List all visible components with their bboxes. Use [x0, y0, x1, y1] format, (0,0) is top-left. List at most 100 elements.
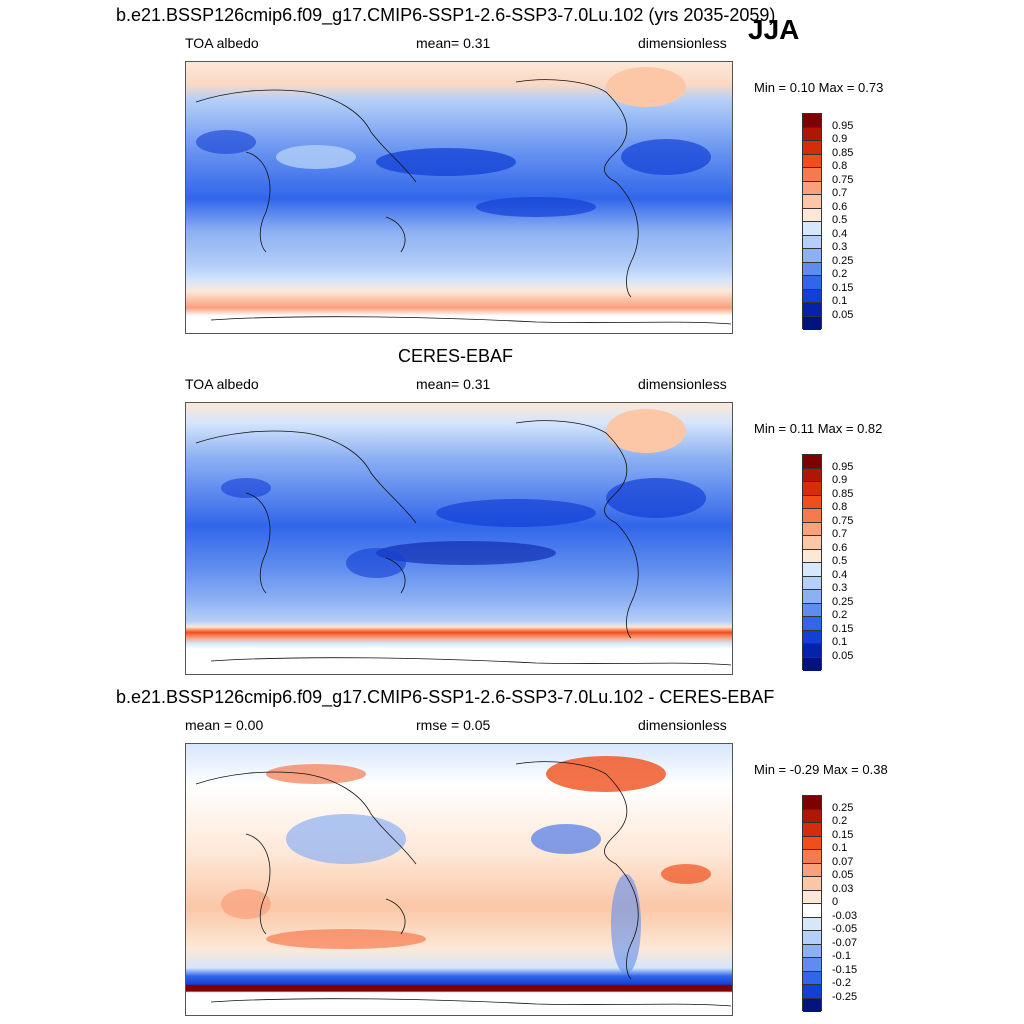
panel2-units-label: dimensionless: [638, 376, 727, 392]
colorbar-tick-label: 0.4: [832, 227, 848, 240]
colorbar-swatch: [803, 576, 821, 590]
colorbar-swatch: [803, 590, 821, 604]
colorbar-tick-label: 0.03: [832, 882, 854, 895]
colorbar-swatch: [803, 195, 821, 209]
colorbar-swatch: [803, 235, 821, 249]
colorbar-tick-label: 0.15: [832, 828, 854, 841]
panel3-mean-label: mean = 0.00: [185, 717, 264, 733]
colorbar-swatch: [803, 904, 821, 918]
colorbar-swatch: [803, 603, 821, 617]
colorbar-tick-label: 0.85: [832, 146, 854, 159]
colorbar-tick-label: 0.1: [832, 295, 848, 307]
colorbar-swatch: [803, 917, 821, 931]
colorbar-tick-label: 0.7: [832, 187, 848, 199]
colorbar-tick-label: 0.5: [832, 214, 848, 226]
colorbar-tick-label: -0.15: [832, 963, 858, 976]
colorbar-tick-label: 0.25: [832, 595, 854, 608]
panel2-map: [185, 402, 733, 675]
colorbar-swatch: [803, 850, 821, 864]
colorbar-swatch: [803, 114, 821, 128]
colorbar-swatch: [803, 890, 821, 904]
panel2-colorbar: [802, 454, 822, 671]
colorbar-swatch: [803, 877, 821, 891]
colorbar-tick-label: -0.07: [832, 936, 858, 949]
colorbar-swatch: [803, 630, 821, 644]
colorbar-swatch: [803, 563, 821, 577]
colorbar-swatch: [803, 316, 821, 330]
colorbar-tick-label: 0.05: [832, 308, 854, 321]
colorbar-swatch: [803, 262, 821, 276]
colorbar-swatch: [803, 249, 821, 263]
colorbar-swatch: [803, 303, 821, 317]
colorbar-swatch: [803, 536, 821, 550]
colorbar-tick-label: 0.25: [832, 254, 854, 267]
colorbar-tick-label: 0.85: [832, 487, 854, 500]
colorbar-tick-label: 0.2: [832, 815, 848, 827]
colorbar-swatch: [803, 809, 821, 823]
colorbar-swatch: [803, 644, 821, 658]
colorbar-swatch: [803, 168, 821, 182]
panel1-mean-label: mean= 0.31: [416, 35, 491, 51]
colorbar-tick-label: -0.2: [832, 977, 851, 989]
colorbar-tick-label: 0.8: [832, 501, 848, 513]
colorbar-tick-label: -0.1: [832, 950, 851, 962]
colorbar-tick-label: 0.05: [832, 869, 854, 881]
colorbar-swatch: [803, 836, 821, 850]
colorbar-swatch: [803, 455, 821, 469]
colorbar-tick-label: 0.2: [832, 268, 848, 280]
colorbar-tick-label: 0.75: [832, 173, 854, 186]
colorbar-tick-label: 0.3: [832, 582, 848, 594]
colorbar-tick-label: -0.25: [832, 990, 858, 1003]
panel3-colorbar: [802, 795, 822, 1012]
colorbar-swatch: [803, 796, 821, 810]
colorbar-tick-label: 0.75: [832, 514, 854, 527]
colorbar-swatch: [803, 931, 821, 945]
colorbar-swatch: [803, 958, 821, 972]
colorbar-tick-label: 0.15: [832, 281, 854, 294]
colorbar-tick-label: 0.07: [832, 855, 854, 868]
colorbar-swatch: [803, 944, 821, 958]
colorbar-swatch: [803, 482, 821, 496]
colorbar-tick-label: 0.6: [832, 541, 848, 554]
colorbar-swatch: [803, 495, 821, 509]
panel1-units-label: dimensionless: [638, 35, 727, 51]
colorbar-tick-label: 0.1: [832, 842, 848, 854]
panel1-colorbar-labels: 0.95 0.9 0.85 0.8 0.75 0.7 0.6 0.5 0.4 0.3 0.25 0.2…: [832, 113, 892, 329]
colorbar-swatch: [803, 127, 821, 141]
colorbar-swatch: [803, 985, 821, 999]
colorbar-swatch: [803, 208, 821, 222]
colorbar-tick-label: 0.8: [832, 160, 848, 172]
panel1-map: [185, 61, 733, 334]
colorbar-tick-label: 0.9: [832, 474, 848, 486]
panel1-minmax: Min = 0.10 Max = 0.73: [754, 80, 884, 95]
colorbar-tick-label: 0.1: [832, 636, 848, 648]
panel3-map: [185, 743, 733, 1016]
panel2-variable-label: TOA albedo: [185, 376, 259, 392]
colorbar-tick-label: 0.15: [832, 622, 854, 635]
colorbar-tick-label: 0.2: [832, 609, 848, 621]
colorbar-tick-label: 0.6: [832, 200, 848, 213]
colorbar-swatch: [803, 823, 821, 837]
panel2-minmax: Min = 0.11 Max = 0.82: [754, 421, 883, 436]
colorbar-swatch: [803, 863, 821, 877]
colorbar-tick-label: 0.95: [832, 119, 854, 132]
panel2-title: CERES-EBAF: [398, 346, 514, 366]
season-label: JJA: [748, 14, 800, 45]
colorbar-swatch: [803, 222, 821, 236]
panel3-rmse-label: rmse = 0.05: [416, 717, 491, 733]
panel3-colorbar-labels: 0.25 0.2 0.15 0.1 0.07 0.05 0.03 0 -0.03 -0.05 -0.…: [832, 795, 892, 1011]
colorbar-swatch: [803, 509, 821, 523]
colorbar-swatch: [803, 998, 821, 1012]
colorbar-tick-label: 0: [832, 896, 839, 908]
colorbar-tick-label: 0.7: [832, 528, 848, 540]
colorbar-tick-label: 0.4: [832, 568, 848, 581]
panel1-variable-label: TOA albedo: [185, 35, 259, 51]
colorbar-swatch: [803, 657, 821, 671]
colorbar-swatch: [803, 289, 821, 303]
colorbar-tick-label: 0.3: [832, 241, 848, 253]
colorbar-swatch: [803, 276, 821, 290]
colorbar-swatch: [803, 617, 821, 631]
panel3-minmax: Min = -0.29 Max = 0.38: [754, 762, 888, 777]
colorbar-tick-label: 0.9: [832, 133, 848, 145]
panel1-colorbar: [802, 113, 822, 330]
